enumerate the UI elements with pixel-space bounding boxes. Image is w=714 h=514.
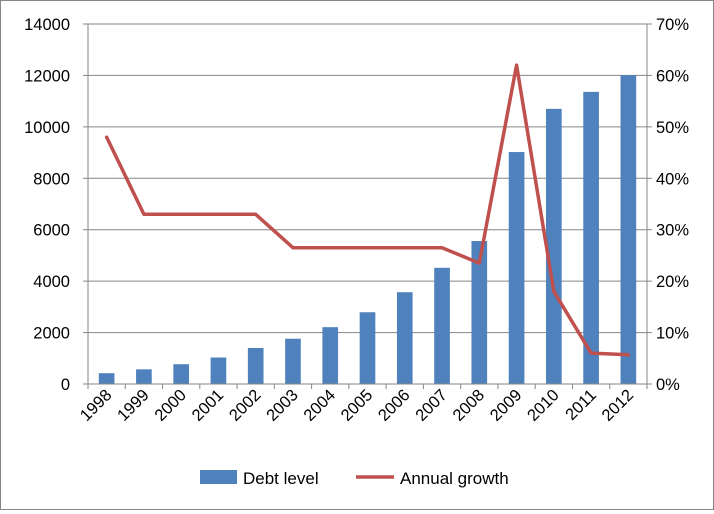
bar-1999	[136, 369, 152, 384]
left-tick-label: 12000	[24, 67, 70, 85]
x-tick-label: 2000	[151, 386, 190, 425]
x-axis-labels: 1998199920002001200220032004200520062007…	[77, 386, 637, 425]
bar-2003	[285, 339, 301, 384]
x-tick-label: 2002	[226, 386, 265, 425]
legend: Debt level Annual growth	[200, 469, 509, 488]
left-tick-label: 8000	[33, 170, 70, 188]
legend-label-debt-level: Debt level	[243, 469, 319, 488]
bar-1998	[99, 373, 115, 384]
bar-2002	[248, 348, 264, 384]
legend-swatch-debt-level	[200, 470, 237, 484]
bar-2012	[621, 75, 637, 384]
x-tick-label: 1999	[114, 386, 153, 425]
bar-2004	[322, 327, 338, 384]
bar-2000	[173, 364, 189, 384]
x-tick-label: 2011	[562, 386, 600, 424]
x-tick-label: 1998	[77, 386, 116, 425]
right-y-axis-labels: 0% 10% 20% 30% 40% 50% 60% 70%	[656, 16, 689, 394]
x-tick-label: 2001	[189, 386, 228, 425]
x-tick-label: 2012	[599, 386, 638, 425]
right-tick-label: 70%	[656, 16, 689, 34]
left-tick-label: 0	[61, 376, 70, 394]
left-tick-label: 14000	[24, 16, 70, 34]
gridlines	[88, 24, 647, 333]
left-tick-label: 10000	[24, 119, 70, 137]
legend-label-annual-growth: Annual growth	[400, 469, 509, 488]
x-tick-label: 2010	[524, 386, 563, 425]
x-tick-label: 2009	[487, 386, 526, 425]
right-tick-label: 10%	[656, 325, 689, 343]
x-tick-label: 2006	[375, 386, 414, 425]
x-tick-label: 2004	[300, 386, 339, 425]
bar-2001	[211, 358, 227, 384]
left-tick-label: 2000	[33, 325, 70, 343]
left-tick-label: 6000	[33, 222, 70, 240]
bar-2007	[434, 268, 450, 384]
x-tick-label: 2003	[263, 386, 302, 425]
x-tick-label: 2008	[449, 386, 488, 425]
x-tick-label: 2005	[338, 386, 377, 425]
bar-2011	[583, 92, 599, 384]
right-tick-label: 30%	[656, 222, 689, 240]
bar-2005	[360, 312, 376, 384]
bar-2009	[509, 152, 525, 384]
right-tick-label: 50%	[656, 119, 689, 137]
x-tick-label: 2007	[412, 386, 451, 425]
left-tick-label: 4000	[33, 273, 70, 291]
right-tick-label: 60%	[656, 67, 689, 85]
right-tick-label: 0%	[656, 376, 680, 394]
right-tick-label: 20%	[656, 273, 689, 291]
right-tick-label: 40%	[656, 170, 689, 188]
bar-2006	[397, 292, 413, 384]
left-y-axis-labels: 0 2000 4000 6000 8000 10000 12000 14000	[24, 16, 70, 394]
bar-2010	[546, 109, 562, 384]
